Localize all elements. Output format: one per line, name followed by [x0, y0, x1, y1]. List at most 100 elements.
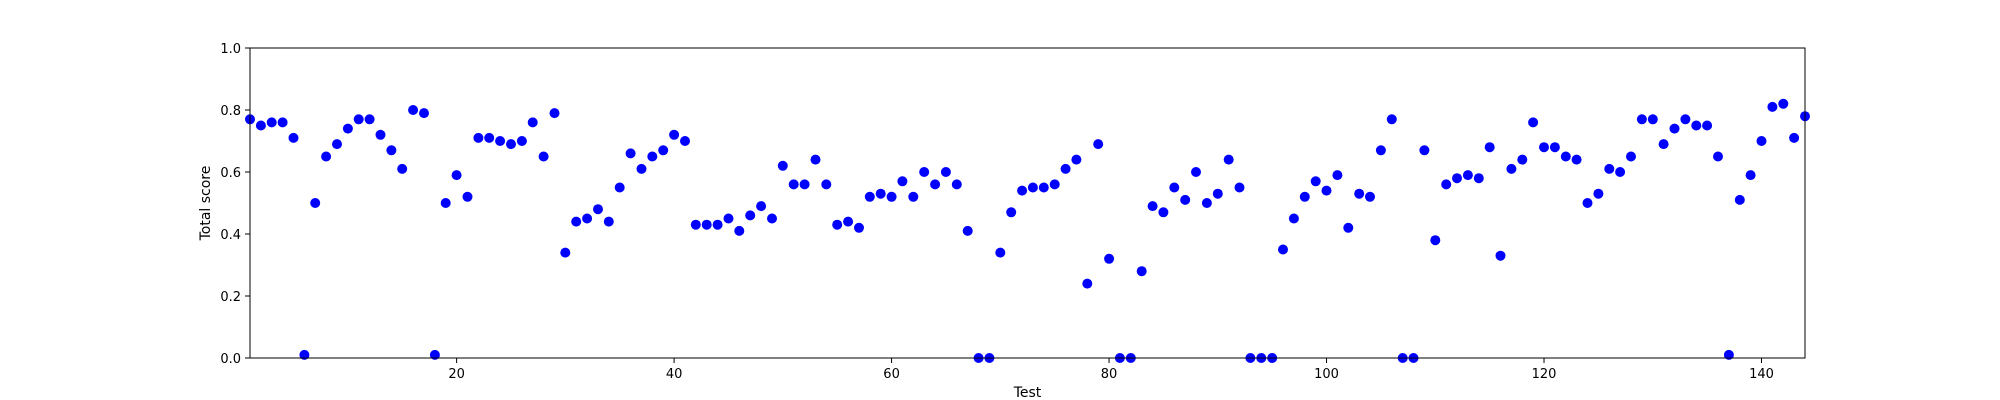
- data-point: [1636, 114, 1647, 125]
- data-points: [245, 98, 1810, 363]
- data-point: [288, 132, 299, 143]
- data-point: [712, 219, 723, 230]
- data-point: [527, 117, 538, 128]
- data-point: [1093, 139, 1104, 150]
- data-point: [1441, 179, 1452, 190]
- data-point: [777, 160, 788, 171]
- data-point: [1027, 182, 1038, 193]
- data-point: [1473, 173, 1484, 184]
- y-axis-ticks: 0.0 0.2 0.4 0.6 0.8 1.0: [220, 42, 250, 367]
- data-point: [1104, 253, 1115, 264]
- data-point: [1082, 278, 1093, 289]
- data-point: [1517, 154, 1528, 165]
- data-point: [593, 204, 603, 215]
- data-point: [821, 179, 832, 190]
- data-point: [1723, 349, 1734, 360]
- data-point: [1789, 132, 1800, 143]
- data-point: [799, 179, 810, 190]
- y-tick-label: 0.4: [220, 228, 241, 243]
- data-point: [1593, 188, 1604, 199]
- data-point: [277, 117, 288, 128]
- data-point: [1430, 235, 1441, 246]
- data-point: [1060, 163, 1071, 174]
- x-tick-label: 120: [1532, 367, 1557, 382]
- x-tick-label: 20: [448, 367, 465, 382]
- data-point: [1071, 154, 1082, 165]
- data-point: [745, 210, 756, 221]
- data-point: [1038, 182, 1049, 193]
- data-point: [1734, 194, 1745, 205]
- data-point: [1658, 139, 1669, 150]
- data-point: [1299, 191, 1310, 202]
- data-point: [1158, 207, 1169, 218]
- data-point: [1528, 117, 1539, 128]
- data-point: [723, 213, 734, 224]
- data-point: [353, 114, 364, 125]
- data-point: [1582, 198, 1593, 208]
- data-point: [408, 105, 419, 115]
- data-point: [1234, 182, 1245, 193]
- data-point: [419, 108, 429, 119]
- data-point: [995, 247, 1006, 258]
- data-point: [690, 219, 701, 230]
- data-point: [1419, 145, 1430, 156]
- data-point: [255, 120, 266, 131]
- data-point: [1288, 213, 1299, 224]
- data-point: [571, 216, 582, 227]
- data-point: [1354, 188, 1365, 199]
- data-point: [1223, 154, 1234, 165]
- y-tick-label: 0.6: [220, 166, 241, 181]
- data-point: [1495, 250, 1506, 261]
- data-point: [1321, 185, 1332, 196]
- x-tick-label: 140: [1749, 367, 1774, 382]
- data-point: [1452, 173, 1462, 184]
- data-point: [1767, 101, 1778, 112]
- data-point: [1180, 194, 1191, 205]
- data-point: [1604, 163, 1615, 174]
- data-point: [549, 108, 560, 119]
- data-point: [636, 163, 647, 174]
- data-point: [1702, 120, 1713, 131]
- data-point: [1615, 167, 1626, 177]
- x-tick-label: 80: [1101, 367, 1118, 382]
- data-point: [1332, 170, 1343, 181]
- data-point: [375, 129, 386, 140]
- data-point: [767, 213, 777, 224]
- data-point: [1147, 201, 1158, 212]
- data-point: [1278, 244, 1288, 255]
- data-point: [788, 179, 799, 190]
- data-point: [1365, 191, 1375, 202]
- data-point: [266, 117, 277, 128]
- data-point: [1669, 123, 1680, 134]
- data-point: [1713, 151, 1723, 162]
- y-tick-label: 0.0: [220, 352, 241, 367]
- data-point: [832, 219, 843, 230]
- data-point: [614, 182, 625, 193]
- data-point: [1626, 151, 1636, 162]
- data-point: [625, 148, 636, 159]
- data-point: [810, 154, 821, 165]
- data-point: [1212, 188, 1223, 199]
- data-point: [1778, 98, 1789, 109]
- data-point: [1136, 266, 1147, 277]
- data-point: [1647, 114, 1658, 125]
- data-point: [756, 201, 767, 212]
- x-axis-label: Test: [1013, 385, 1042, 400]
- data-point: [951, 179, 962, 190]
- data-point: [1049, 179, 1060, 190]
- data-point: [484, 132, 495, 143]
- data-point: [843, 216, 854, 227]
- data-point: [299, 349, 310, 360]
- data-point: [440, 198, 451, 208]
- x-tick-label: 100: [1314, 367, 1339, 382]
- data-point: [321, 151, 332, 162]
- data-point: [310, 198, 321, 208]
- data-point: [538, 151, 549, 162]
- data-point: [1560, 151, 1571, 162]
- data-point: [658, 145, 669, 156]
- data-point: [1201, 198, 1212, 208]
- data-point: [1191, 167, 1201, 177]
- data-point: [962, 225, 973, 236]
- data-point: [451, 170, 462, 181]
